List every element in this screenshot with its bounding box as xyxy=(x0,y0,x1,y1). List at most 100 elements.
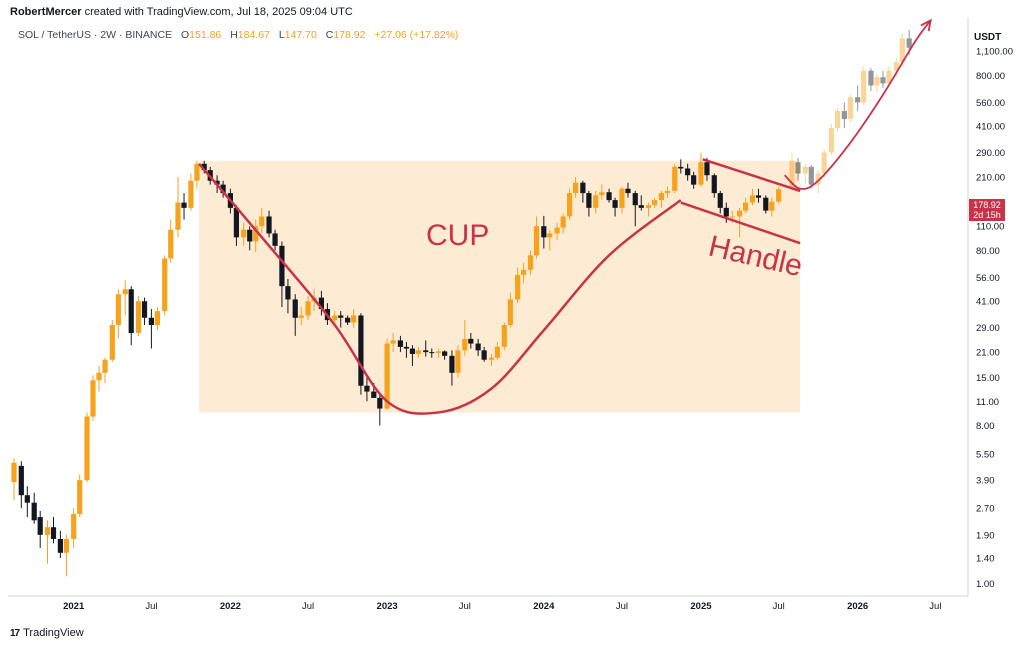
y-tick-label: 5.50 xyxy=(976,450,995,461)
candle xyxy=(141,297,148,326)
candle xyxy=(593,190,599,214)
candle xyxy=(763,195,769,214)
open-label: O xyxy=(180,29,190,41)
projection-candle xyxy=(821,149,827,178)
price-tag: 178.92 2d 15h xyxy=(969,199,1005,221)
candle xyxy=(358,313,364,395)
candle xyxy=(241,222,247,246)
candle xyxy=(580,180,586,203)
candle xyxy=(455,345,461,378)
y-tick-label: 1.90 xyxy=(976,530,995,541)
high-value: 184.67 xyxy=(237,29,270,41)
candle xyxy=(507,292,513,328)
candle xyxy=(77,474,83,518)
candle xyxy=(415,346,422,358)
projection-candle xyxy=(834,108,841,132)
currency-label: USDT xyxy=(974,32,1001,43)
candle xyxy=(612,197,618,217)
candle xyxy=(664,186,671,198)
x-tick-label: Jul xyxy=(302,601,314,612)
created-text: created with TradingView.com, Jul 18, 20… xyxy=(84,6,353,18)
candle xyxy=(71,508,77,548)
x-tick-label: Jul xyxy=(929,601,941,612)
candle xyxy=(24,486,30,518)
candle xyxy=(397,335,404,353)
candle xyxy=(298,307,304,326)
candle xyxy=(384,338,390,411)
projection-candle xyxy=(899,32,905,67)
candle xyxy=(711,173,717,198)
candle xyxy=(403,341,410,358)
candle xyxy=(44,520,51,564)
candle xyxy=(96,365,102,392)
candle xyxy=(515,267,521,304)
x-tick-label: 2022 xyxy=(220,601,241,612)
candle xyxy=(194,160,200,189)
y-tick-label: 3.90 xyxy=(976,476,995,487)
y-tick-label: 800.00 xyxy=(976,71,1005,82)
candle xyxy=(31,492,37,524)
y-tick-label: 15.00 xyxy=(976,373,1000,384)
low-label: L xyxy=(278,29,285,41)
price-tag-countdown: 2d 15h xyxy=(973,210,1001,220)
candle xyxy=(541,215,547,249)
candle xyxy=(717,190,723,214)
chart-header: RobertMercer created with TradingView.co… xyxy=(10,6,353,18)
projection-candle xyxy=(880,70,886,88)
candle xyxy=(586,190,592,217)
candle xyxy=(527,250,534,275)
candle xyxy=(253,219,259,253)
projection-candle xyxy=(868,68,874,92)
y-tick-label: 1,100.00 xyxy=(976,47,1013,58)
candle xyxy=(175,177,181,238)
candle xyxy=(345,315,351,326)
author-name[interactable]: RobertMercer xyxy=(10,6,82,18)
symbol-name[interactable]: SOL / TetherUS · 2W · BINANCE xyxy=(18,29,173,41)
candle xyxy=(332,311,338,326)
candle xyxy=(50,517,57,544)
tradingview-footer[interactable]: 17 TradingView xyxy=(10,627,84,639)
open-value: 151.86 xyxy=(189,29,222,41)
candle xyxy=(181,193,187,220)
candle xyxy=(769,197,775,217)
y-tick-label: 41.00 xyxy=(976,297,1000,308)
projection-arrowhead-icon xyxy=(920,18,932,32)
candle xyxy=(691,171,697,189)
candle xyxy=(409,345,416,366)
candle xyxy=(449,350,455,386)
y-tick-label: 11.00 xyxy=(976,397,999,408)
candle xyxy=(481,346,487,362)
close-label: C xyxy=(325,29,334,41)
candle xyxy=(672,163,678,194)
tradingview-logo-icon: 17 xyxy=(10,627,20,639)
candle xyxy=(233,205,240,246)
x-tick-label: 2024 xyxy=(533,601,555,612)
candle xyxy=(638,195,644,211)
candle xyxy=(162,255,168,316)
projection-candle xyxy=(861,66,867,106)
candle xyxy=(279,241,285,308)
y-tick-label: 290.00 xyxy=(976,148,1005,159)
candle xyxy=(723,202,729,223)
candle xyxy=(494,341,501,360)
candle xyxy=(442,350,448,360)
candle xyxy=(651,197,658,208)
candle xyxy=(109,320,115,362)
candle xyxy=(533,216,540,259)
projection-candle xyxy=(789,152,795,191)
y-tick-label: 21.00 xyxy=(976,348,1000,359)
candle xyxy=(390,333,396,353)
candle xyxy=(599,184,605,201)
candle xyxy=(619,186,625,214)
low-value: 147.70 xyxy=(284,29,317,41)
candle xyxy=(475,338,481,356)
candle xyxy=(566,188,573,220)
candle xyxy=(547,229,553,251)
candle xyxy=(318,290,325,316)
candle xyxy=(115,289,121,339)
handle-bottom-line xyxy=(680,201,801,245)
projection-candle xyxy=(855,85,861,112)
cup-label: CUP xyxy=(426,219,489,252)
candle xyxy=(436,348,442,358)
